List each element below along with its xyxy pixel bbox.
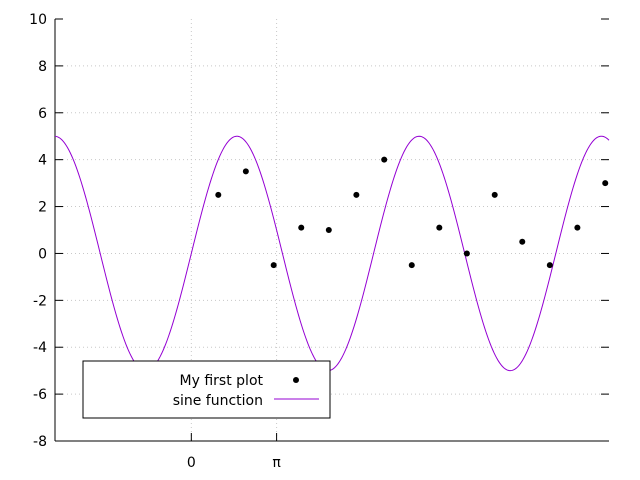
data-point	[242, 168, 249, 175]
data-point	[574, 224, 581, 231]
points-series	[215, 156, 609, 269]
y-tick-label: 10	[29, 12, 47, 28]
y-tick-label: 6	[38, 106, 47, 122]
legend-label-points: My first plot	[180, 373, 264, 389]
grid-lines	[55, 19, 609, 441]
data-point	[270, 262, 277, 269]
data-point	[325, 227, 332, 233]
data-point	[298, 224, 305, 231]
data-point	[381, 156, 388, 163]
data-point	[408, 262, 415, 269]
data-point	[546, 262, 553, 269]
y-tick-label: 4	[38, 153, 47, 169]
axes	[54, 19, 609, 442]
legend: My first plot sine function	[82, 360, 331, 419]
y-tick-label: -8	[33, 434, 47, 450]
legend-marker-points	[293, 377, 299, 383]
data-point	[353, 191, 360, 198]
x-tick-label: π	[272, 455, 281, 471]
data-point	[602, 180, 609, 187]
data-point	[491, 191, 498, 198]
data-point	[519, 238, 526, 245]
legend-box	[82, 360, 331, 419]
y-tick-label: -2	[33, 293, 47, 309]
y-tick-label: 2	[38, 200, 47, 216]
data-point	[463, 250, 470, 257]
y-tick-label: 8	[38, 59, 47, 75]
y-axis-ticks: 10 8 6 4 2 0 -2 -4 -6 -8	[29, 12, 609, 450]
y-tick-label: -4	[33, 340, 47, 356]
y-tick-label: -6	[33, 387, 47, 403]
legend-label-sine: sine function	[173, 393, 263, 409]
x-tick-label: 0	[187, 455, 196, 471]
data-point	[436, 224, 443, 231]
data-point	[215, 191, 222, 198]
y-tick-label: 0	[38, 246, 47, 262]
